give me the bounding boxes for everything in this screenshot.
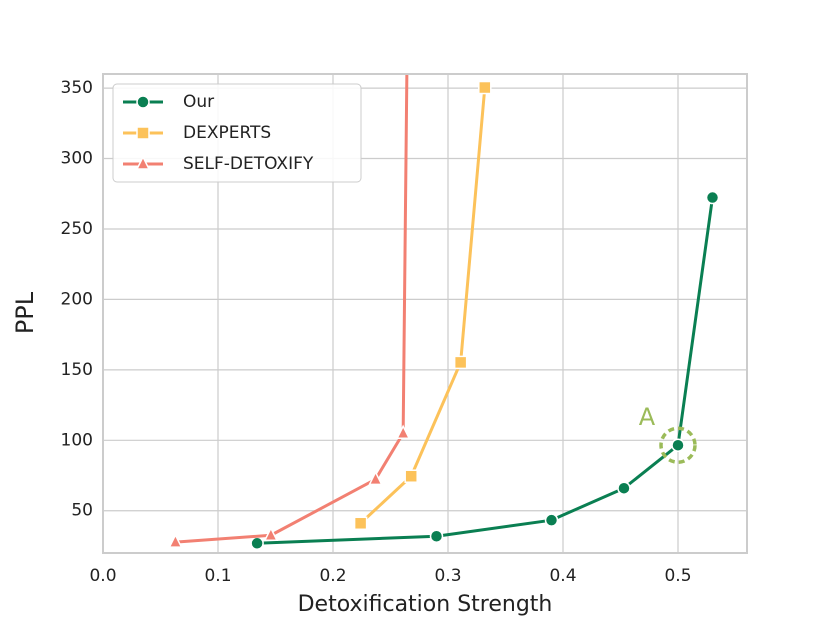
- plot-frame: [102, 73, 748, 554]
- y-tick-label: 100: [61, 430, 93, 450]
- x-tick-label: 0.2: [319, 566, 346, 586]
- y-tick-label: 50: [71, 501, 93, 521]
- marker: [168, 533, 183, 548]
- y-tick-label: 150: [61, 360, 93, 380]
- series-line: [175, 74, 409, 544]
- legend: Our DEXPERTS SELF-DETOXIFY: [112, 83, 362, 183]
- x-tick-label: 0.3: [434, 566, 461, 586]
- y-tick-label: 300: [61, 149, 93, 169]
- marker: [368, 470, 383, 486]
- legend-label: DEXPERTS: [183, 123, 271, 143]
- series-line: [257, 197, 714, 545]
- marker: [135, 155, 151, 170]
- annotation-circle: [659, 426, 697, 464]
- x-axis-label: Detoxification Strength: [298, 592, 553, 617]
- y-tick-label: 250: [61, 219, 93, 239]
- legend-label: SELF-DETOXIFY: [183, 154, 314, 174]
- marker: [250, 536, 264, 551]
- marker: [705, 190, 720, 205]
- marker: [263, 526, 279, 541]
- x-tick-label: 0.0: [89, 566, 116, 586]
- y-tick-label: 200: [61, 289, 93, 309]
- plot-area: [168, 74, 720, 551]
- legend-label: Our: [183, 92, 214, 112]
- marker: [353, 516, 368, 531]
- marker: [404, 469, 418, 483]
- marker: [544, 513, 559, 527]
- legend-box: [112, 83, 362, 183]
- x-tick-label: 0.1: [204, 566, 231, 586]
- marker: [617, 481, 631, 495]
- marker: [429, 529, 444, 543]
- y-tick-label: 350: [61, 78, 93, 98]
- annotation-text: A: [639, 403, 656, 431]
- marker: [136, 126, 150, 140]
- marker: [453, 355, 468, 370]
- y-axis-label: PPL: [11, 291, 39, 334]
- series-line: [359, 87, 487, 525]
- annotations: A: [639, 403, 697, 464]
- x-tick-label: 0.5: [664, 566, 691, 586]
- x-tick-label: 0.4: [549, 566, 576, 586]
- marker: [136, 95, 150, 109]
- marker: [395, 424, 411, 439]
- marker: [671, 438, 685, 452]
- marker: [478, 80, 492, 95]
